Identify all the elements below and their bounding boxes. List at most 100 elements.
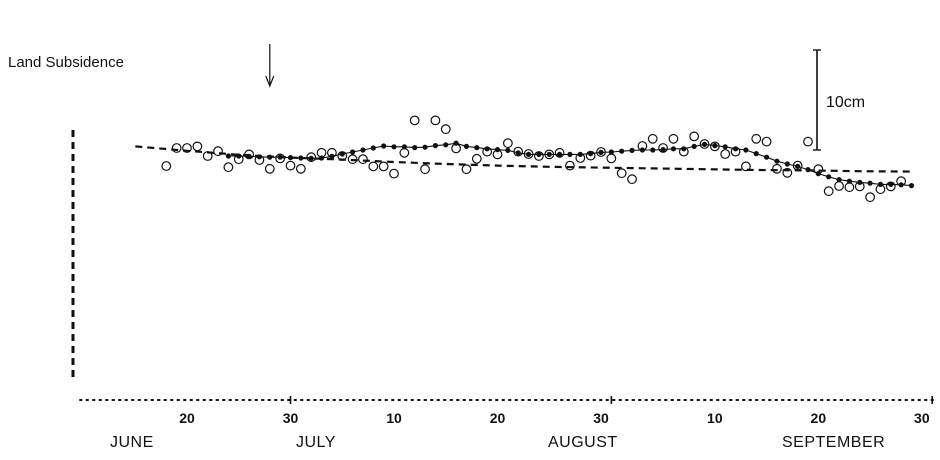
observation-point — [823, 186, 834, 197]
running-mean-dot — [381, 143, 387, 149]
observation-point — [720, 149, 731, 159]
running-mean-dot — [525, 151, 532, 157]
observation-point — [502, 138, 513, 149]
running-mean-dot — [370, 145, 376, 151]
running-mean-dot — [588, 151, 594, 157]
running-mean-dot — [515, 150, 521, 156]
running-mean-dot — [712, 143, 718, 149]
running-mean-dot — [598, 149, 604, 155]
observation-point — [865, 192, 875, 203]
observation-point — [192, 141, 203, 152]
observation-point — [668, 133, 679, 144]
running-mean-dot — [463, 143, 470, 149]
observation-point — [834, 181, 844, 191]
x-tick-label: 20 — [179, 410, 195, 426]
x-tick-label: 30 — [283, 410, 299, 426]
running-mean-dot — [360, 147, 366, 153]
running-mean-dot — [753, 151, 759, 157]
observation-point — [389, 168, 399, 179]
running-mean-dot — [908, 183, 915, 189]
running-mean-dot — [639, 147, 646, 153]
running-mean-dot — [701, 141, 708, 147]
running-mean-dot — [536, 151, 542, 157]
running-mean-dot — [795, 163, 801, 169]
observation-point — [430, 115, 441, 126]
running-mean-dot — [619, 148, 625, 154]
running-mean-dot — [774, 158, 780, 164]
observation-point — [399, 147, 410, 158]
scale-bar-label: 10cm — [826, 94, 866, 111]
observation-point — [378, 161, 389, 172]
observation-point — [647, 133, 658, 144]
running-mean-dot — [888, 181, 894, 187]
observation-point — [440, 124, 451, 135]
observation-point — [285, 160, 296, 171]
x-tick-label: 10 — [386, 410, 402, 426]
observation-point — [409, 115, 420, 126]
running-mean-dot — [826, 174, 832, 180]
running-mean-dot — [764, 154, 770, 160]
running-mean-dot — [732, 146, 739, 152]
land-subsidence-arrowhead — [265, 75, 275, 88]
running-mean-dot — [691, 143, 697, 149]
observation-point — [471, 153, 482, 164]
running-mean-dot — [567, 151, 573, 157]
running-mean-dot — [308, 155, 314, 161]
running-mean-dot — [401, 144, 407, 150]
observation-point — [368, 161, 379, 172]
running-mean-dot — [298, 155, 304, 161]
observation-point — [161, 161, 172, 171]
observation-point — [461, 164, 472, 175]
running-mean-dot — [391, 144, 397, 150]
running-mean-dot — [453, 140, 459, 146]
running-mean-dot — [670, 146, 677, 152]
running-mean-dot — [350, 149, 356, 155]
observation-point — [741, 161, 751, 172]
month-label-july: JULY — [296, 434, 336, 451]
running-mean-dot — [660, 147, 666, 153]
running-mean-dot — [836, 177, 842, 183]
observation-point — [751, 133, 762, 144]
running-mean-dot — [898, 182, 904, 188]
month-label-june: JUNE — [110, 434, 154, 451]
observation-point — [295, 163, 306, 174]
month-label-august: AUGUST — [548, 434, 618, 451]
observation-point — [565, 160, 575, 171]
running-mean-dot — [857, 179, 863, 185]
observation-point — [689, 131, 700, 142]
running-mean-dot — [743, 147, 749, 153]
trend-dashed-line — [135, 145, 912, 173]
observation-point — [264, 163, 275, 174]
running-mean-dot — [484, 146, 490, 152]
observation-point — [627, 174, 637, 185]
running-mean-dot — [422, 144, 428, 150]
x-tick-label: 20 — [811, 410, 827, 426]
running-mean-dot — [546, 151, 552, 157]
observation-point — [616, 168, 627, 179]
observation-point — [358, 154, 368, 165]
x-tick-label: 30 — [593, 410, 609, 426]
running-mean-dot — [629, 147, 635, 153]
running-mean-dot — [432, 143, 438, 149]
running-mean-dot — [443, 142, 449, 148]
running-mean-dot — [815, 171, 821, 177]
observation-point — [761, 136, 772, 147]
running-mean-dot — [339, 151, 345, 157]
running-mean-dot — [681, 146, 687, 152]
running-mean-dot — [608, 149, 614, 155]
observation-point — [772, 163, 782, 174]
running-mean-dot — [505, 147, 511, 153]
observation-point — [223, 162, 234, 173]
running-mean-dot — [722, 144, 728, 150]
running-mean-dot — [846, 178, 853, 184]
observation-point — [420, 164, 430, 175]
month-label-september: SEPTEMBER — [782, 434, 886, 451]
running-mean-dot — [225, 153, 231, 159]
running-mean-dot — [557, 151, 563, 157]
running-mean-dot — [784, 161, 790, 167]
x-tick-label: 10 — [707, 410, 723, 426]
observation-point — [803, 136, 813, 147]
running-mean-dot — [494, 147, 501, 153]
running-mean-dot — [867, 180, 873, 186]
running-mean-dot — [329, 153, 335, 159]
